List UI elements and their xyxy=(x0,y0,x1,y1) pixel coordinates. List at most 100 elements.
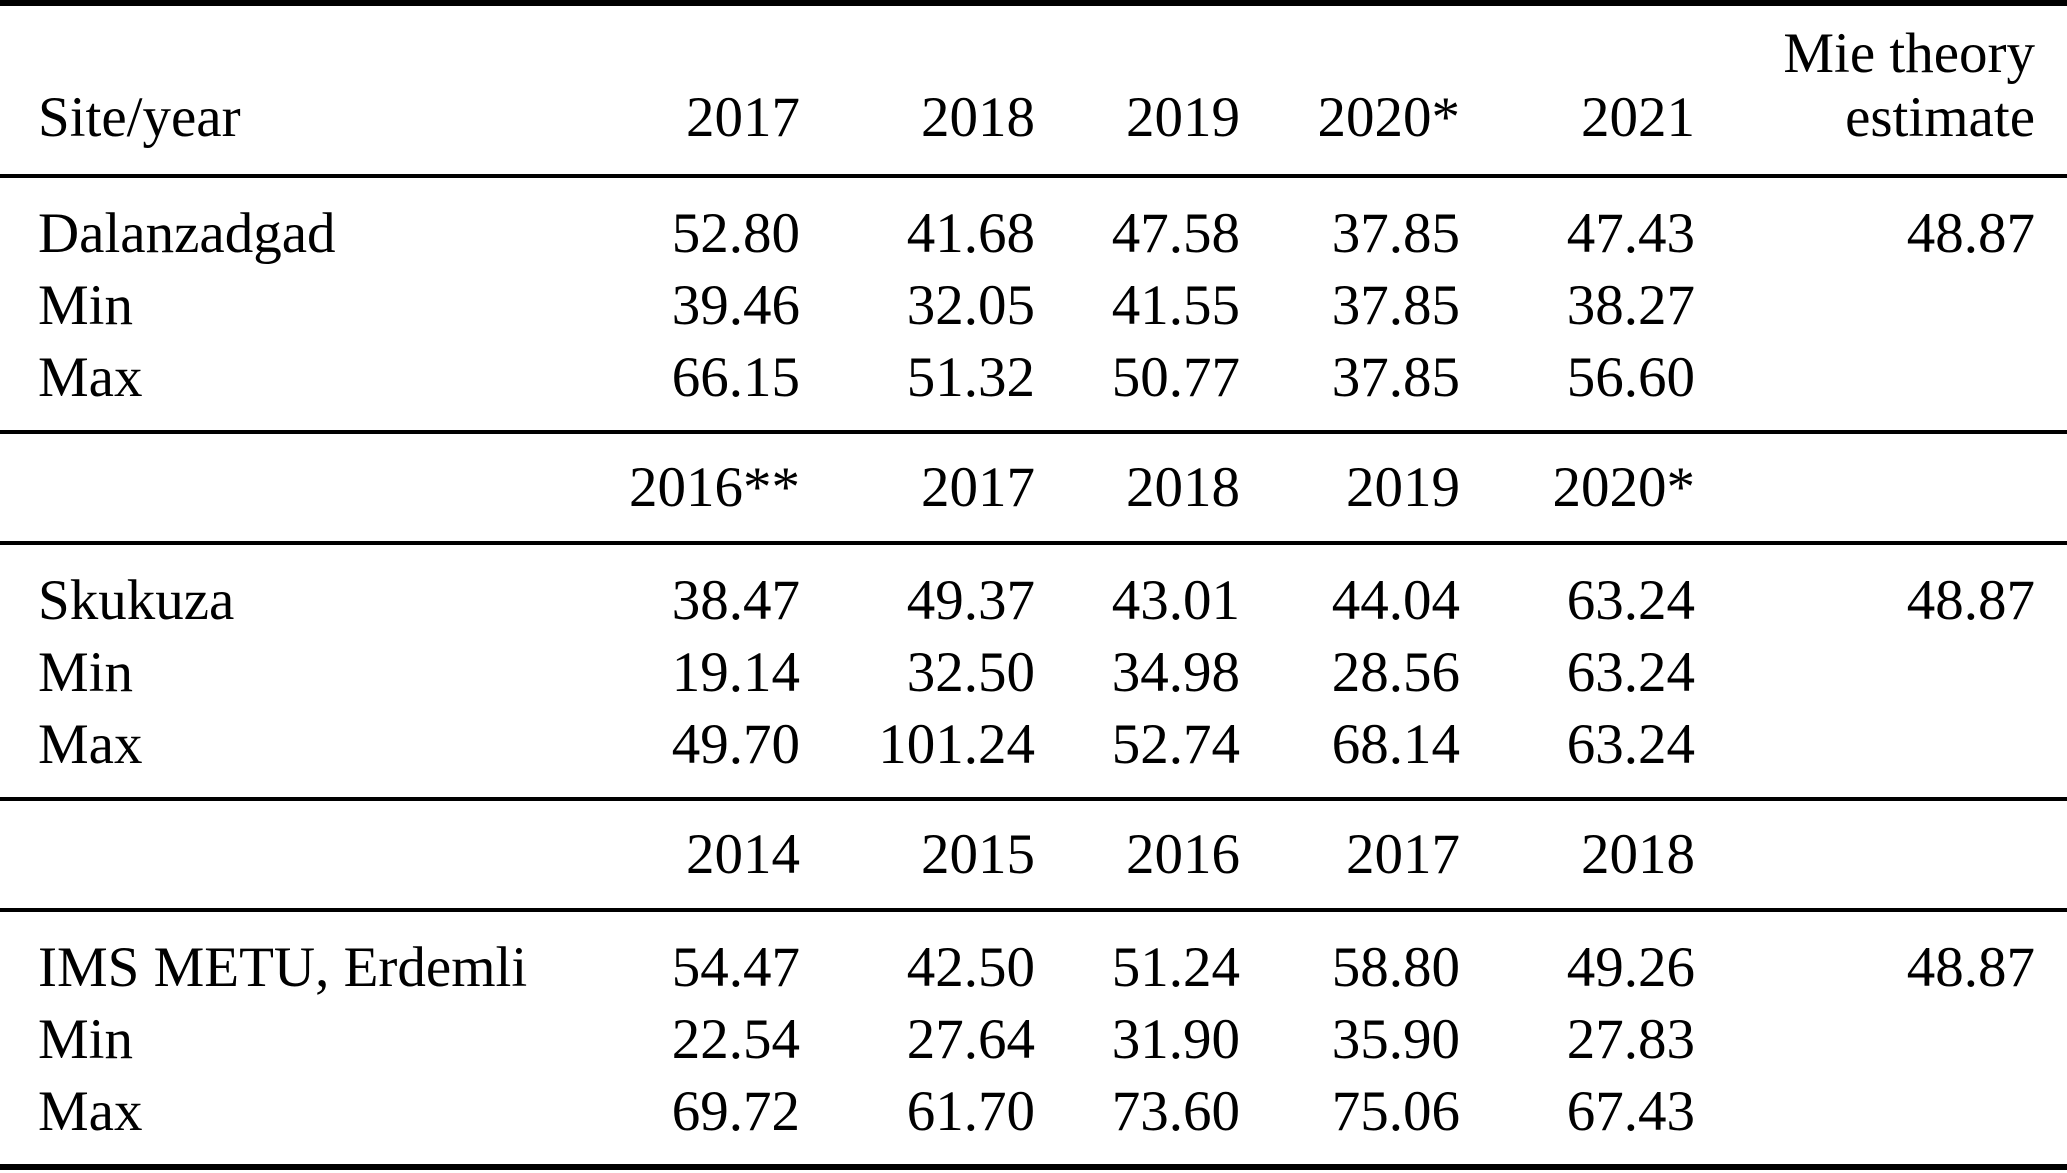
value-cell: 63.24 xyxy=(1566,641,1695,704)
value-cell: 49.26 xyxy=(1566,936,1695,999)
value-cell: 49.70 xyxy=(671,713,800,776)
value-cell: 67.43 xyxy=(1566,1080,1695,1143)
year-header: 2018 xyxy=(800,3,1035,178)
value-cell: 27.83 xyxy=(1566,1008,1695,1071)
empty-cell xyxy=(0,797,560,912)
min-row: Min 22.54 27.64 31.90 35.90 27.83 xyxy=(0,1004,2067,1076)
year-subheader: 2017 xyxy=(800,430,1035,545)
year-subheader-row: 2014 2015 2016 2017 2018 xyxy=(0,797,2067,912)
value-cell: 27.64 xyxy=(906,1008,1035,1071)
site-row: Skukuza 38.47 49.37 43.01 44.04 63.24 48… xyxy=(0,543,2067,637)
value-cell: 52.74 xyxy=(1111,713,1240,776)
value-cell: 101.24 xyxy=(878,713,1035,776)
value-cell: 61.70 xyxy=(906,1080,1035,1143)
row-label: Max xyxy=(38,1080,143,1143)
row-label: IMS METU, Erdemli xyxy=(38,936,528,999)
value-cell: 38.47 xyxy=(671,569,800,632)
year-header: 2020* xyxy=(1240,3,1460,178)
year-subheader: 2020* xyxy=(1460,430,1695,545)
value-cell: 54.47 xyxy=(671,936,800,999)
mie-theory-header: Mie theory estimate xyxy=(1695,3,2067,178)
value-cell: 32.05 xyxy=(906,274,1035,337)
empty-cell xyxy=(1695,430,2067,545)
mie-value-cell: 48.87 xyxy=(1906,202,2035,265)
value-cell: 69.72 xyxy=(671,1080,800,1143)
value-cell: 34.98 xyxy=(1111,641,1240,704)
value-cell: 63.24 xyxy=(1566,569,1695,632)
row-label: Dalanzadgad xyxy=(38,202,336,265)
value-cell: 47.43 xyxy=(1566,202,1695,265)
year-subheader: 2016** xyxy=(560,430,800,545)
year-header: 2019 xyxy=(1035,3,1240,178)
value-cell: 41.68 xyxy=(906,202,1035,265)
value-cell: 41.55 xyxy=(1111,274,1240,337)
site-row: Dalanzadgad 52.80 41.68 47.58 37.85 47.4… xyxy=(0,176,2067,270)
value-cell: 31.90 xyxy=(1111,1008,1240,1071)
row-label: Skukuza xyxy=(38,569,235,632)
min-row: Min 19.14 32.50 34.98 28.56 63.24 xyxy=(0,637,2067,709)
value-cell: 68.14 xyxy=(1331,713,1460,776)
site-row: IMS METU, Erdemli 54.47 42.50 51.24 58.8… xyxy=(0,910,2067,1004)
empty-cell xyxy=(1695,1004,2067,1076)
year-subheader: 2014 xyxy=(560,797,800,912)
row-label: Max xyxy=(38,713,143,776)
value-cell: 35.90 xyxy=(1331,1008,1460,1071)
value-cell: 51.32 xyxy=(906,346,1035,409)
empty-cell xyxy=(1695,637,2067,709)
value-cell: 47.58 xyxy=(1111,202,1240,265)
mie-value-cell: 48.87 xyxy=(1906,569,2035,632)
empty-cell xyxy=(1695,342,2067,432)
value-cell: 51.24 xyxy=(1111,936,1240,999)
value-cell: 63.24 xyxy=(1566,713,1695,776)
empty-cell xyxy=(1695,1076,2067,1167)
row-label: Min xyxy=(38,1008,134,1071)
value-cell: 75.06 xyxy=(1331,1080,1460,1143)
value-cell: 37.85 xyxy=(1331,274,1460,337)
value-cell: 39.46 xyxy=(671,274,800,337)
max-row: Max 69.72 61.70 73.60 75.06 67.43 xyxy=(0,1076,2067,1167)
year-subheader-row: 2016** 2017 2018 2019 2020* xyxy=(0,430,2067,545)
value-cell: 52.80 xyxy=(671,202,800,265)
value-cell: 73.60 xyxy=(1111,1080,1240,1143)
site-year-header: Site/year xyxy=(0,3,560,178)
year-subheader: 2016 xyxy=(1035,797,1240,912)
value-cell: 37.85 xyxy=(1331,202,1460,265)
empty-cell xyxy=(1695,270,2067,342)
value-cell: 38.27 xyxy=(1566,274,1695,337)
mie-header-line1: Mie theory xyxy=(1783,22,2035,85)
value-cell: 66.15 xyxy=(671,346,800,409)
value-cell: 56.60 xyxy=(1566,346,1695,409)
year-subheader: 2017 xyxy=(1240,797,1460,912)
year-subheader: 2015 xyxy=(800,797,1035,912)
row-label: Min xyxy=(38,641,134,704)
header-row: Site/year 2017 2018 2019 2020* 2021 Mie … xyxy=(0,3,2067,178)
value-cell: 28.56 xyxy=(1331,641,1460,704)
year-subheader: 2018 xyxy=(1035,430,1240,545)
value-cell: 22.54 xyxy=(671,1008,800,1071)
value-cell: 37.85 xyxy=(1331,346,1460,409)
value-cell: 50.77 xyxy=(1111,346,1240,409)
max-row: Max 49.70 101.24 52.74 68.14 63.24 xyxy=(0,709,2067,799)
value-cell: 42.50 xyxy=(906,936,1035,999)
year-subheader: 2018 xyxy=(1460,797,1695,912)
value-cell: 43.01 xyxy=(1111,569,1240,632)
year-header: 2021 xyxy=(1460,3,1695,178)
max-row: Max 66.15 51.32 50.77 37.85 56.60 xyxy=(0,342,2067,432)
row-label: Min xyxy=(38,274,134,337)
row-label: Max xyxy=(38,346,143,409)
mie-value-cell: 48.87 xyxy=(1906,936,2035,999)
empty-cell xyxy=(1695,797,2067,912)
year-subheader: 2019 xyxy=(1240,430,1460,545)
year-header: 2017 xyxy=(560,3,800,178)
value-cell: 44.04 xyxy=(1331,569,1460,632)
mie-header-line2: estimate xyxy=(1845,86,2035,149)
empty-cell xyxy=(0,430,560,545)
value-cell: 19.14 xyxy=(671,641,800,704)
value-cell: 32.50 xyxy=(906,641,1035,704)
empty-cell xyxy=(1695,709,2067,799)
min-row: Min 39.46 32.05 41.55 37.85 38.27 xyxy=(0,270,2067,342)
value-cell: 58.80 xyxy=(1331,936,1460,999)
value-cell: 49.37 xyxy=(906,569,1035,632)
